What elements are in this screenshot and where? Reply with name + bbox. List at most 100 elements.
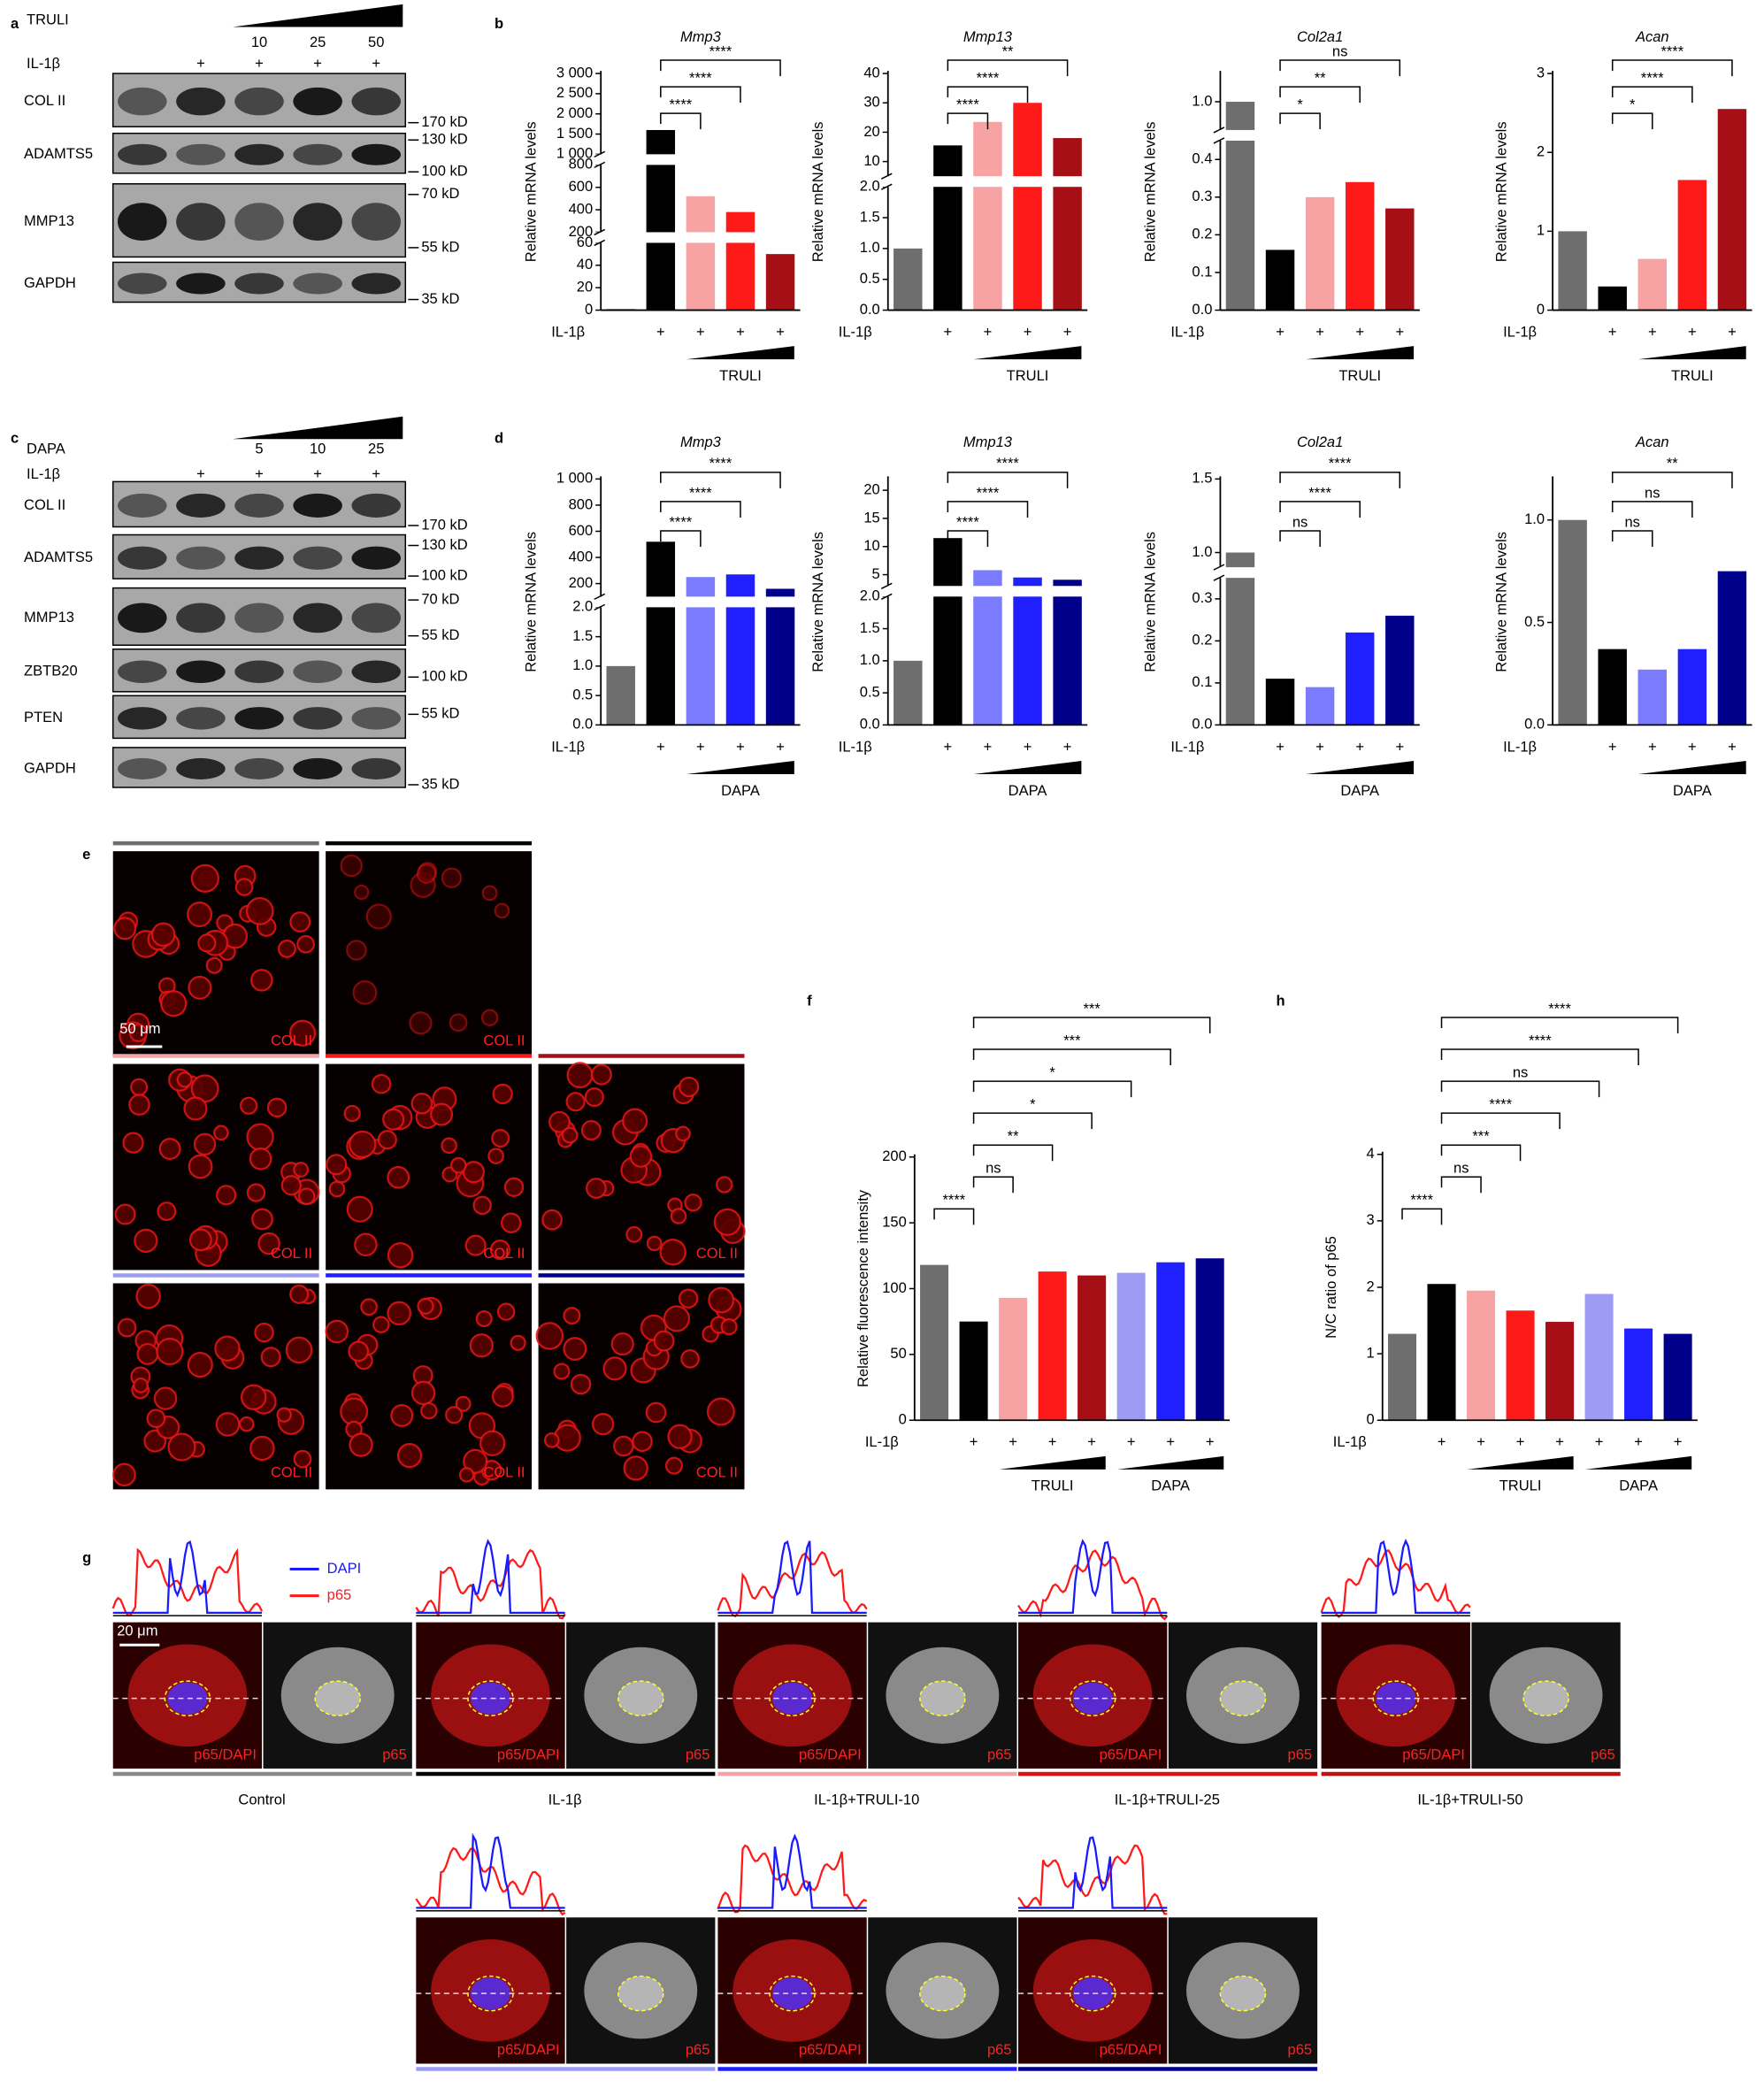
comparison-bracket xyxy=(660,472,781,488)
blot-row-label: ZBTB20 xyxy=(24,663,78,679)
cell xyxy=(586,1178,607,1199)
treatment-mark: + xyxy=(1595,1433,1604,1450)
comparison-bracket xyxy=(1440,1176,1482,1194)
dose-label: TRULI xyxy=(1671,367,1714,384)
bar xyxy=(933,145,963,311)
comparison-bracket xyxy=(972,1112,1093,1130)
treatment-label: IL-1β xyxy=(1170,738,1204,755)
significance: **** xyxy=(689,69,712,86)
cell xyxy=(430,1102,454,1126)
cell xyxy=(156,1337,184,1366)
y-axis-label: Relative mRNA levels xyxy=(809,121,826,262)
cell xyxy=(190,864,219,893)
cell xyxy=(663,1305,691,1332)
comparison-bracket xyxy=(972,1176,1014,1194)
comparison-bracket xyxy=(1440,1048,1639,1066)
treatment-label: IL-1β xyxy=(551,738,585,755)
panel-letter: c xyxy=(11,430,19,447)
y-tick-label: 0.3 xyxy=(1192,188,1212,204)
cell xyxy=(288,1019,317,1047)
chart-title: Col2a1 xyxy=(1297,28,1343,45)
bar xyxy=(1156,1262,1185,1421)
bar xyxy=(765,588,795,725)
cell xyxy=(249,1148,272,1171)
cell xyxy=(396,1443,423,1469)
y-tick-label: 200 xyxy=(882,1148,907,1164)
dose-label: DAPA xyxy=(1009,782,1047,799)
blot-band xyxy=(176,87,226,116)
bar xyxy=(1598,649,1627,725)
comparison-bracket xyxy=(1279,472,1401,488)
cell xyxy=(680,1348,700,1369)
cell xyxy=(487,1148,504,1165)
cell xyxy=(354,884,370,901)
cell xyxy=(188,975,212,1000)
cell xyxy=(449,1013,468,1032)
profile-p65 xyxy=(415,1846,566,1916)
treatment-mark: + xyxy=(1048,1433,1057,1450)
y-tick-label: 0.5 xyxy=(860,683,880,700)
y-tick-label: 5 xyxy=(872,565,880,582)
cell xyxy=(112,1462,136,1487)
cell xyxy=(296,934,315,954)
dose-wedge xyxy=(686,346,794,360)
chart-title: Mmp3 xyxy=(680,434,722,450)
cell xyxy=(197,933,217,953)
chart-title: Mmp13 xyxy=(963,28,1013,45)
y-tick-label: 0.3 xyxy=(1192,589,1212,606)
y-tick-label: 2 xyxy=(1367,1278,1375,1294)
treatment-mark: + xyxy=(1395,738,1404,755)
comparison-bracket xyxy=(660,112,702,130)
blot-band xyxy=(118,273,167,295)
bar xyxy=(1385,208,1415,311)
cell xyxy=(158,1138,181,1161)
blot-band xyxy=(234,87,284,116)
bar xyxy=(1677,649,1707,725)
treatment-mark: + xyxy=(1024,323,1032,340)
cell xyxy=(390,1403,414,1427)
treatment-mark: + xyxy=(1206,1433,1215,1450)
profile-dapi xyxy=(1018,1836,1168,1909)
y-tick-label: 0.5 xyxy=(1524,613,1545,630)
blot-band xyxy=(351,707,402,730)
comparison-bracket xyxy=(1279,86,1361,104)
treatment-label: IL-1β xyxy=(551,323,585,340)
stain-label: COL II xyxy=(271,1245,312,1262)
blot-band xyxy=(293,273,342,295)
legend-label: p65 xyxy=(327,1586,352,1603)
bar xyxy=(1053,138,1082,311)
treatment-mark: + xyxy=(1688,323,1697,340)
bar xyxy=(1558,231,1587,311)
treatment-mark: + xyxy=(255,465,264,482)
bar xyxy=(1598,286,1627,311)
panel-letter: d xyxy=(495,430,503,447)
treatment-mark: + xyxy=(656,323,665,340)
cell xyxy=(214,1335,241,1362)
treatment-label: IL-1β xyxy=(1503,738,1537,755)
cell xyxy=(239,1096,258,1115)
cell xyxy=(250,969,273,992)
blot-band xyxy=(176,273,226,295)
dose-label: DAPA xyxy=(1673,782,1712,799)
cell xyxy=(325,1319,349,1344)
significance: **** xyxy=(956,513,979,530)
bar xyxy=(894,660,923,725)
stain-label: COL II xyxy=(696,1464,738,1481)
significance: ns xyxy=(986,1160,1001,1177)
significance: **** xyxy=(977,484,1000,501)
y-tick-label: 0.2 xyxy=(1192,632,1212,649)
comparison-bracket xyxy=(947,530,989,548)
cell xyxy=(472,1195,492,1216)
treatment-mark: + xyxy=(1608,738,1617,755)
merge-label: p65/DAPI xyxy=(1100,2041,1162,2058)
y-tick-label: 20 xyxy=(863,123,879,140)
bar xyxy=(973,121,1002,311)
cell xyxy=(245,897,274,925)
break-mark xyxy=(594,239,606,247)
cell xyxy=(480,1009,499,1026)
merge-label: p65/DAPI xyxy=(1100,1746,1162,1762)
comparison-bracket xyxy=(660,86,741,104)
cell xyxy=(266,1097,288,1118)
panel-letter: g xyxy=(82,1549,91,1566)
